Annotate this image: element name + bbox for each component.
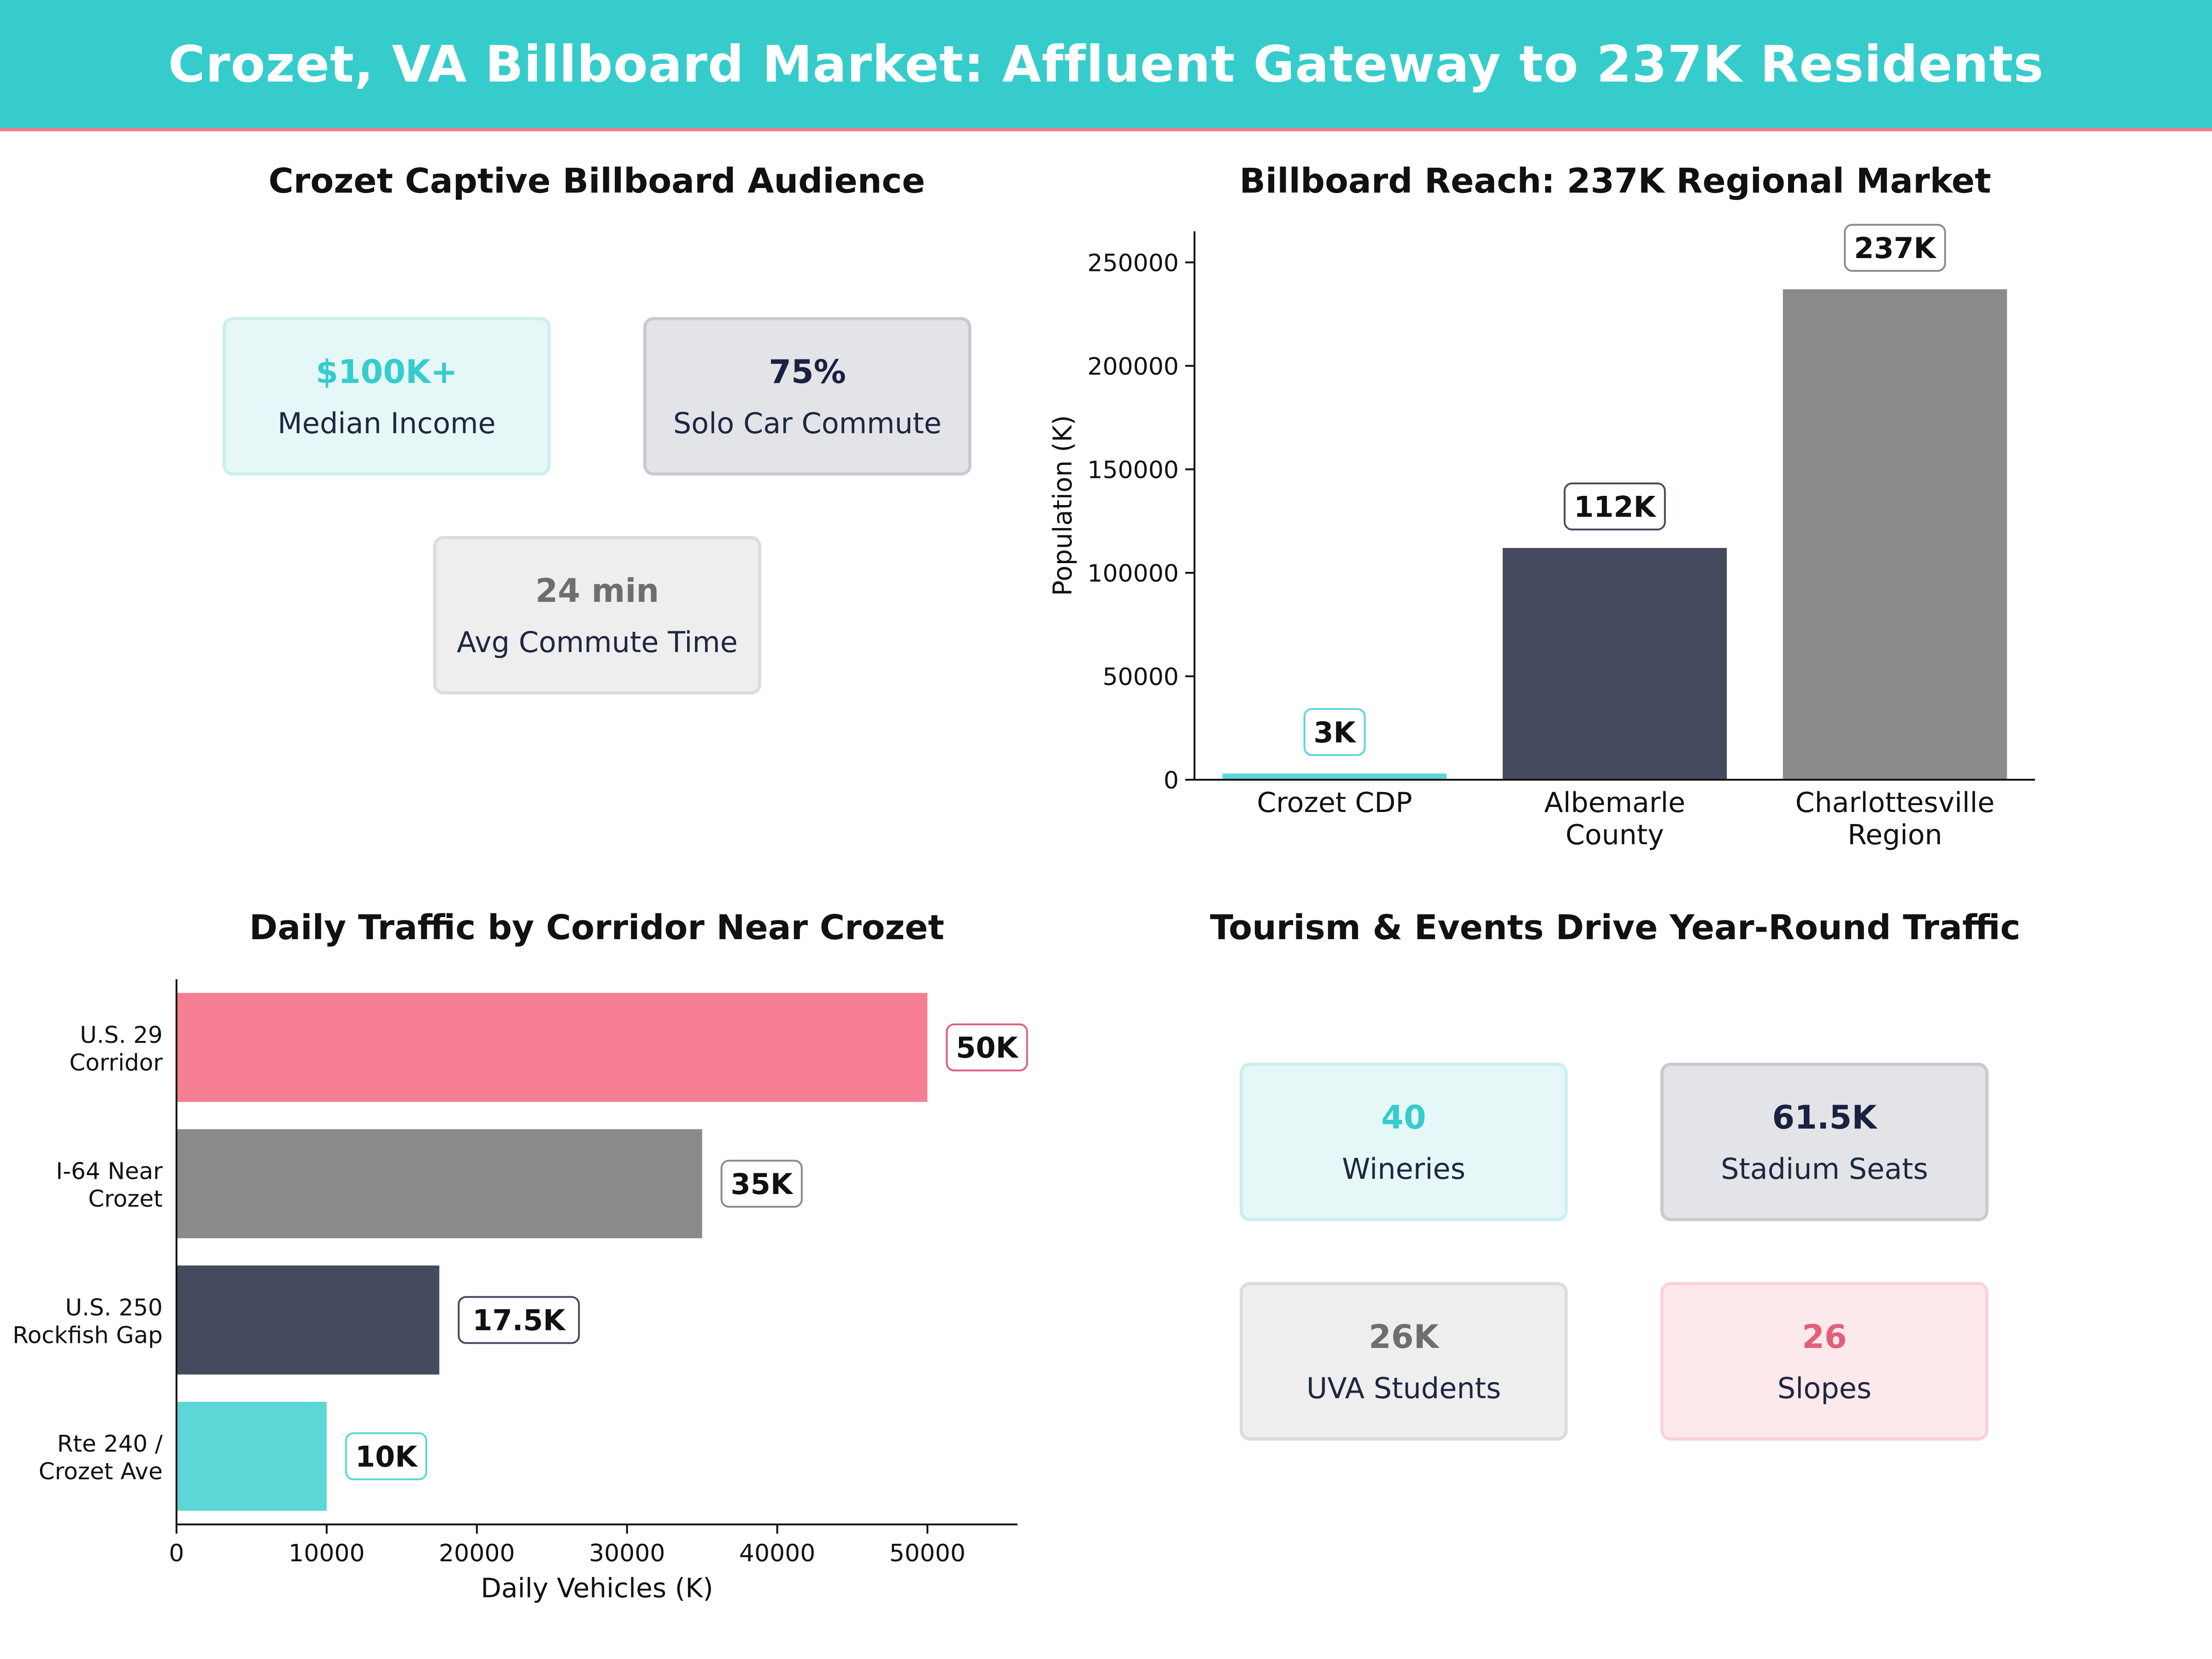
kpi-label: Wineries xyxy=(1342,1152,1465,1186)
x-tick-label-1: County xyxy=(1565,819,1664,851)
kpi-label: UVA Students xyxy=(1306,1371,1501,1405)
data-label-h-2-box xyxy=(458,1296,580,1344)
y-tick-label-4: 200000 xyxy=(1087,353,1179,381)
kpi-label: Stadium Seats xyxy=(1721,1152,1928,1186)
data-label-h-3-box xyxy=(345,1432,428,1481)
data-label-h-2: 17.5K xyxy=(472,1304,566,1337)
y-axis-label: Population (K) xyxy=(1048,415,1078,596)
data-label-h-0-box xyxy=(946,1023,1028,1071)
y-tick-label-h-2: U.S. 250 xyxy=(65,1294,163,1321)
x-tick-label-h-4: 40000 xyxy=(739,1540,815,1567)
y-tick-label-h-0: Corridor xyxy=(69,1049,163,1076)
bar-1 xyxy=(1502,548,1727,780)
kpi-value: 75% xyxy=(769,353,846,391)
y-tick-label-1: 50000 xyxy=(1103,663,1179,691)
x-tick-label-2: Charlottesville xyxy=(1795,787,1994,819)
kpi-card-uva-students: 26K UVA Students xyxy=(1240,1282,1568,1441)
x-tick-label-1: Albemarle xyxy=(1544,787,1685,819)
x-tick-label-h-5: 50000 xyxy=(889,1540,965,1567)
traffic-chart-title: Daily Traffic by Corridor Near Crozet xyxy=(249,908,945,947)
data-label-h-1: 35K xyxy=(731,1167,794,1201)
kpi-value: 61.5K xyxy=(1772,1098,1877,1136)
header-banner: Crozet, VA Billboard Market: Affluent Ga… xyxy=(0,0,2212,131)
kpi-card-wineries: 40 Wineries xyxy=(1240,1063,1568,1221)
tourism-panel-title: Tourism & Events Drive Year-Round Traffi… xyxy=(1210,908,2021,947)
bar-0 xyxy=(1222,773,1447,780)
data-label-h-3: 10K xyxy=(355,1440,418,1473)
kpi-value: $100K+ xyxy=(316,353,458,391)
data-label-h-1-box xyxy=(720,1159,803,1208)
y-tick-label-3: 150000 xyxy=(1087,456,1179,484)
audience-panel-title: Crozet Captive Billboard Audience xyxy=(268,161,925,201)
data-label-0-box xyxy=(1303,708,1366,756)
kpi-card-solo-commute: 75% Solo Car Commute xyxy=(643,317,971,476)
kpi-label: Solo Car Commute xyxy=(673,406,942,440)
bar-h-2 xyxy=(176,1265,440,1375)
kpi-value: 26K xyxy=(1369,1318,1439,1356)
kpi-value: 26 xyxy=(1802,1318,1847,1356)
bar-h-3 xyxy=(176,1401,327,1511)
data-label-0: 3K xyxy=(1313,716,1356,749)
data-label-2: 237K xyxy=(1854,231,1936,265)
kpi-label: Avg Commute Time xyxy=(457,625,738,659)
x-tick-label-h-1: 10000 xyxy=(288,1540,365,1567)
bar-h-1 xyxy=(176,1129,702,1238)
data-label-h-0: 50K xyxy=(956,1031,1018,1065)
y-tick-label-h-3: Rte 240 / xyxy=(57,1430,163,1457)
data-label-1: 112K xyxy=(1574,490,1656,524)
reach-chart-title: Billboard Reach: 237K Regional Market xyxy=(1239,161,1991,201)
kpi-label: Slopes xyxy=(1777,1371,1872,1405)
x-tick-label-h-0: 0 xyxy=(169,1540,184,1567)
data-label-1-box xyxy=(1564,482,1666,531)
kpi-value: 40 xyxy=(1381,1098,1426,1136)
y-tick-label-h-2: Rockfish Gap xyxy=(12,1322,163,1348)
x-tick-label-h-3: 30000 xyxy=(589,1540,665,1567)
kpi-card-stadium-seats: 61.5K Stadium Seats xyxy=(1660,1063,1988,1221)
y-tick-label-2: 100000 xyxy=(1087,560,1179,588)
data-label-2-box xyxy=(1844,224,1946,272)
y-tick-label-h-3: Crozet Ave xyxy=(39,1458,163,1485)
bar-h-0 xyxy=(176,993,928,1102)
y-tick-label-0: 0 xyxy=(1164,767,1179,794)
kpi-value: 24 min xyxy=(535,571,659,610)
kpi-card-slopes: 26 Slopes xyxy=(1660,1282,1988,1441)
x-axis-label-h: Daily Vehicles (K) xyxy=(481,1572,713,1604)
y-tick-label-h-0: U.S. 29 xyxy=(80,1022,163,1048)
x-tick-label-2: Region xyxy=(1847,819,1942,851)
kpi-card-median-income: $100K+ Median Income xyxy=(223,317,551,476)
x-tick-label-0: Crozet CDP xyxy=(1257,787,1412,819)
y-tick-label-5: 250000 xyxy=(1087,249,1179,277)
kpi-card-commute-time: 24 min Avg Commute Time xyxy=(433,536,761,694)
x-tick-label-h-2: 20000 xyxy=(439,1540,515,1567)
kpi-label: Median Income xyxy=(277,406,496,440)
page-title: Crozet, VA Billboard Market: Affluent Ga… xyxy=(168,35,2044,94)
y-tick-label-h-1: Crozet xyxy=(88,1186,163,1212)
bar-2 xyxy=(1783,289,2007,780)
y-tick-label-h-1: I-64 Near xyxy=(56,1158,163,1185)
